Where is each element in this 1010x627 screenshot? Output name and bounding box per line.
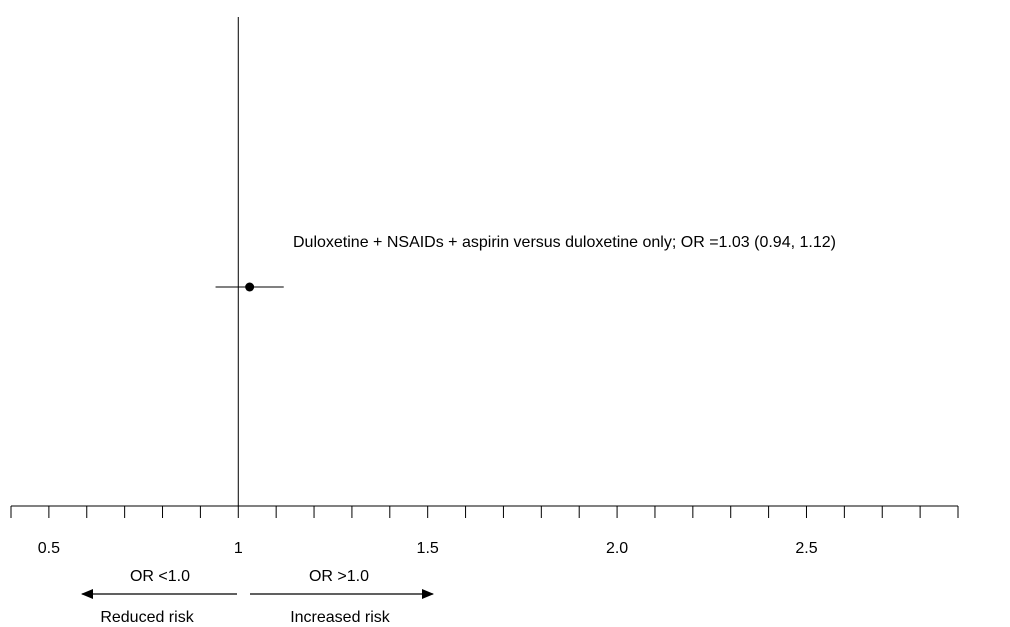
x-axis: 0.5 1 1.5 2.0 2.5 <box>11 506 958 557</box>
x-tick-label: 1 <box>234 540 243 557</box>
left-arrow-label: OR <1.0 <box>130 568 190 585</box>
x-tick-label: 1.5 <box>417 540 439 557</box>
x-axis-tick-labels: 0.5 1 1.5 2.0 2.5 <box>38 540 818 557</box>
right-arrow-label: OR >1.0 <box>309 568 369 585</box>
right-arrow-caption: Increased risk <box>290 609 391 626</box>
x-tick-label: 2.5 <box>795 540 817 557</box>
x-tick-label: 2.0 <box>606 540 628 557</box>
x-tick-label: 0.5 <box>38 540 60 557</box>
left-arrow-caption: Reduced risk <box>100 609 194 626</box>
point-estimate <box>245 283 254 292</box>
x-axis-ticks <box>11 506 958 518</box>
estimates: Duloxetine + NSAIDs + aspirin versus dul… <box>216 234 836 292</box>
risk-direction-annotations: OR <1.0 Reduced risk OR >1.0 Increased r… <box>82 568 433 626</box>
estimate-label: Duloxetine + NSAIDs + aspirin versus dul… <box>293 234 836 251</box>
